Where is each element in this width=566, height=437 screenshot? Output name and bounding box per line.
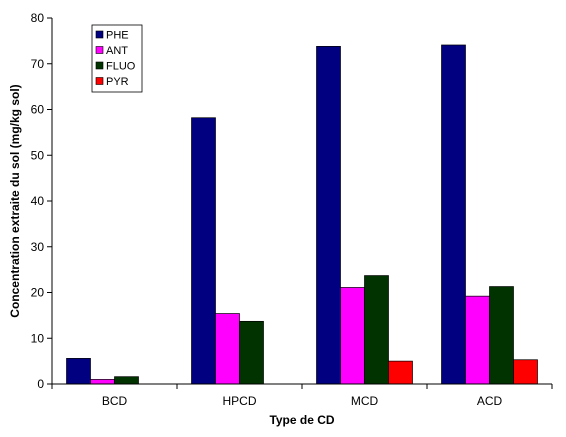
bars — [66, 44, 538, 385]
x-tick-label: ACD — [477, 394, 503, 408]
legend-swatch-fluo — [95, 61, 104, 70]
y-tick-label: 80 — [31, 11, 45, 25]
y-tick-label: 70 — [31, 57, 45, 71]
y-tick-label: 10 — [31, 331, 45, 345]
x-tick-label: MCD — [351, 394, 379, 408]
bar-pyr-acd — [513, 359, 538, 385]
y-tick-label: 30 — [31, 240, 45, 254]
y-tick-label: 50 — [31, 148, 45, 162]
legend-label-pyr: PYR — [106, 76, 129, 88]
y-axis-ticks: 0 10 20 30 40 50 60 70 80 — [31, 11, 52, 391]
y-tick-label: 20 — [31, 286, 45, 300]
bar-phe-mcd — [316, 46, 341, 385]
y-axis-title: Concentration extraite du sol (mg/kg sol… — [8, 84, 22, 317]
legend-label-fluo: FLUO — [106, 61, 136, 73]
bar-ant-hpcd — [215, 313, 240, 385]
x-axis-ticks: BCD HPCD MCD ACD — [51, 384, 553, 408]
bar-ant-acd — [465, 295, 490, 385]
x-tick-label: BCD — [102, 394, 128, 408]
x-axis-title: Type de CD — [269, 413, 334, 427]
legend-swatch-phe — [95, 30, 104, 39]
bar-fluo-bcd — [114, 376, 139, 385]
bar-ant-mcd — [340, 287, 365, 385]
legend-label-ant: ANT — [106, 45, 128, 57]
bar-fluo-mcd — [364, 275, 389, 385]
bar-fluo-hpcd — [239, 320, 264, 385]
bar-phe-acd — [441, 44, 466, 385]
legend-swatch-ant — [95, 46, 104, 54]
legend-swatch-pyr — [95, 77, 104, 85]
bar-ant-bcd — [90, 379, 115, 385]
y-tick-label: 60 — [31, 103, 45, 117]
bar-fluo-acd — [489, 286, 514, 385]
legend: PHE ANT FLUO PYR — [91, 24, 143, 93]
bar-phe-hpcd — [191, 117, 216, 385]
bar-phe-bcd — [66, 358, 91, 385]
y-tick-label: 0 — [37, 377, 44, 391]
x-tick-label: HPCD — [222, 394, 256, 408]
y-tick-label: 40 — [31, 194, 45, 208]
bar-pyr-mcd — [388, 360, 413, 385]
legend-label-phe: PHE — [106, 30, 129, 42]
